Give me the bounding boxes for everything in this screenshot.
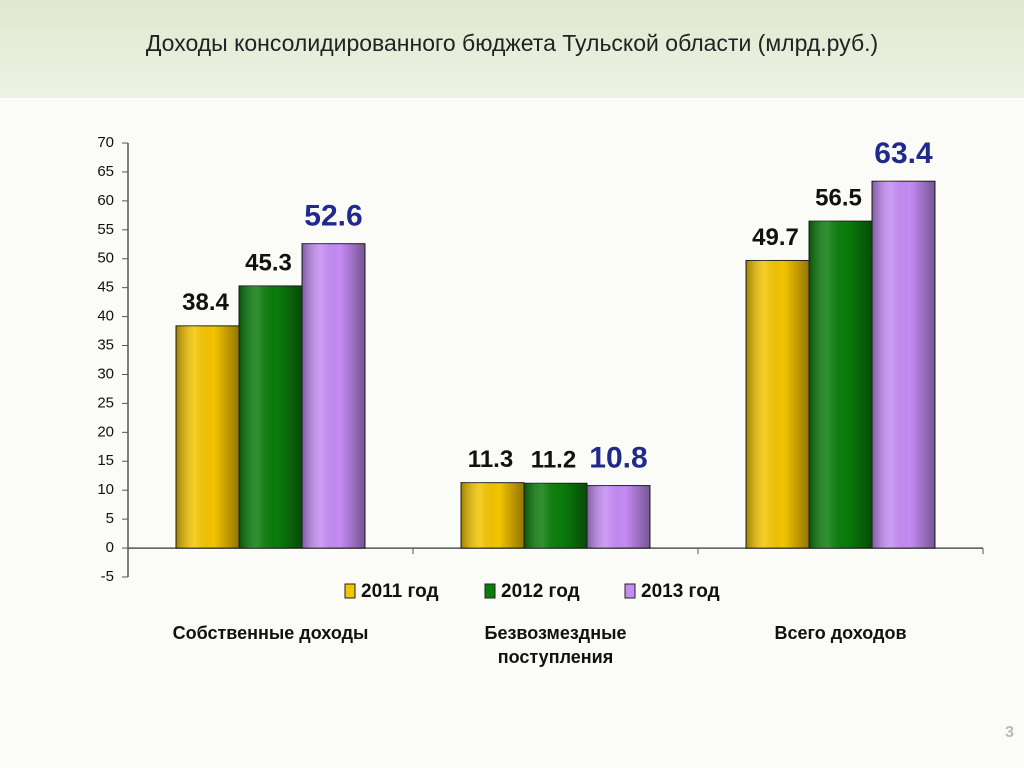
y-tick-label: 30 (97, 365, 114, 382)
bar (301, 243, 366, 549)
value-label: 11.2 (531, 447, 576, 474)
value-label: 38.4 (182, 289, 229, 316)
y-tick-label: 0 (106, 539, 114, 556)
value-label: 10.8 (589, 441, 647, 474)
legend-swatch (344, 583, 356, 599)
legend-swatch (484, 583, 496, 599)
value-label: 56.5 (815, 184, 862, 211)
x-tick-label: Собственные доходы (172, 623, 369, 643)
bar (808, 220, 873, 549)
bar (523, 482, 588, 549)
bar (238, 285, 303, 549)
x-tick-label: Безвозмездные поступления (484, 623, 627, 667)
legend-label: 2011 год (361, 581, 439, 602)
y-tick-label: 70 (97, 134, 114, 151)
y-tick-label: 5 (106, 510, 114, 527)
y-tick-label: -5 (101, 568, 114, 585)
chart-title: Доходы консолидированного бюджета Тульск… (145, 30, 879, 56)
value-label: 63.4 (874, 137, 933, 170)
bar (460, 482, 525, 549)
value-label: 45.3 (245, 249, 292, 276)
y-tick-label: 65 (97, 163, 114, 180)
y-tick-label: 20 (97, 423, 114, 440)
bar (745, 259, 810, 549)
bar (871, 180, 936, 549)
y-tick-label: 15 (97, 452, 114, 469)
y-tick-label: 45 (97, 279, 114, 296)
y-tick-label: 55 (97, 221, 114, 238)
value-label: 52.6 (304, 200, 362, 233)
y-tick-label: 35 (97, 337, 114, 354)
y-tick-label: 60 (97, 192, 114, 209)
y-tick-label: 10 (97, 481, 114, 498)
y-tick-label: 25 (97, 394, 114, 411)
bar (586, 485, 651, 549)
legend-label: 2013 год (641, 581, 720, 602)
slide-number: 3 (1005, 724, 1014, 741)
y-tick-label: 40 (97, 308, 114, 325)
value-label: 11.3 (468, 446, 513, 473)
value-label: 49.7 (752, 224, 799, 251)
x-tick-label: Всего доходов (774, 623, 907, 643)
bar (175, 325, 240, 549)
y-tick-label: 50 (97, 250, 114, 267)
title-bar (0, 0, 1024, 100)
legend-swatch (624, 583, 636, 599)
legend-label: 2012 год (501, 581, 580, 602)
